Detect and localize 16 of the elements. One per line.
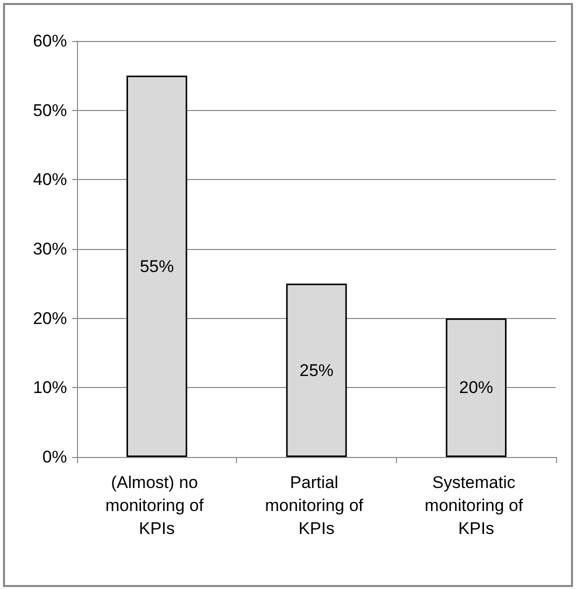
y-tick-label: 60% bbox=[32, 32, 67, 50]
bar bbox=[126, 76, 188, 457]
data-label: 55% bbox=[140, 256, 174, 276]
y-tick-label: 20% bbox=[32, 308, 67, 328]
data-label: 25% bbox=[299, 360, 334, 380]
y-tick-label: 0% bbox=[42, 448, 67, 466]
bar bbox=[446, 318, 507, 457]
x-tick-label: (Almost) no monitoring of KPIs bbox=[105, 473, 208, 538]
y-tick-label: 10% bbox=[32, 378, 67, 398]
bar bbox=[286, 284, 347, 457]
y-tick-label: 30% bbox=[32, 240, 67, 258]
x-tick-label: Systematic monitoring of KPIs bbox=[424, 473, 528, 538]
data-label: 20% bbox=[459, 378, 494, 398]
y-tick-label: 40% bbox=[32, 170, 67, 190]
y-tick-label: 50% bbox=[32, 100, 67, 120]
x-tick-label: Partial monitoring of KPIs bbox=[265, 473, 368, 538]
